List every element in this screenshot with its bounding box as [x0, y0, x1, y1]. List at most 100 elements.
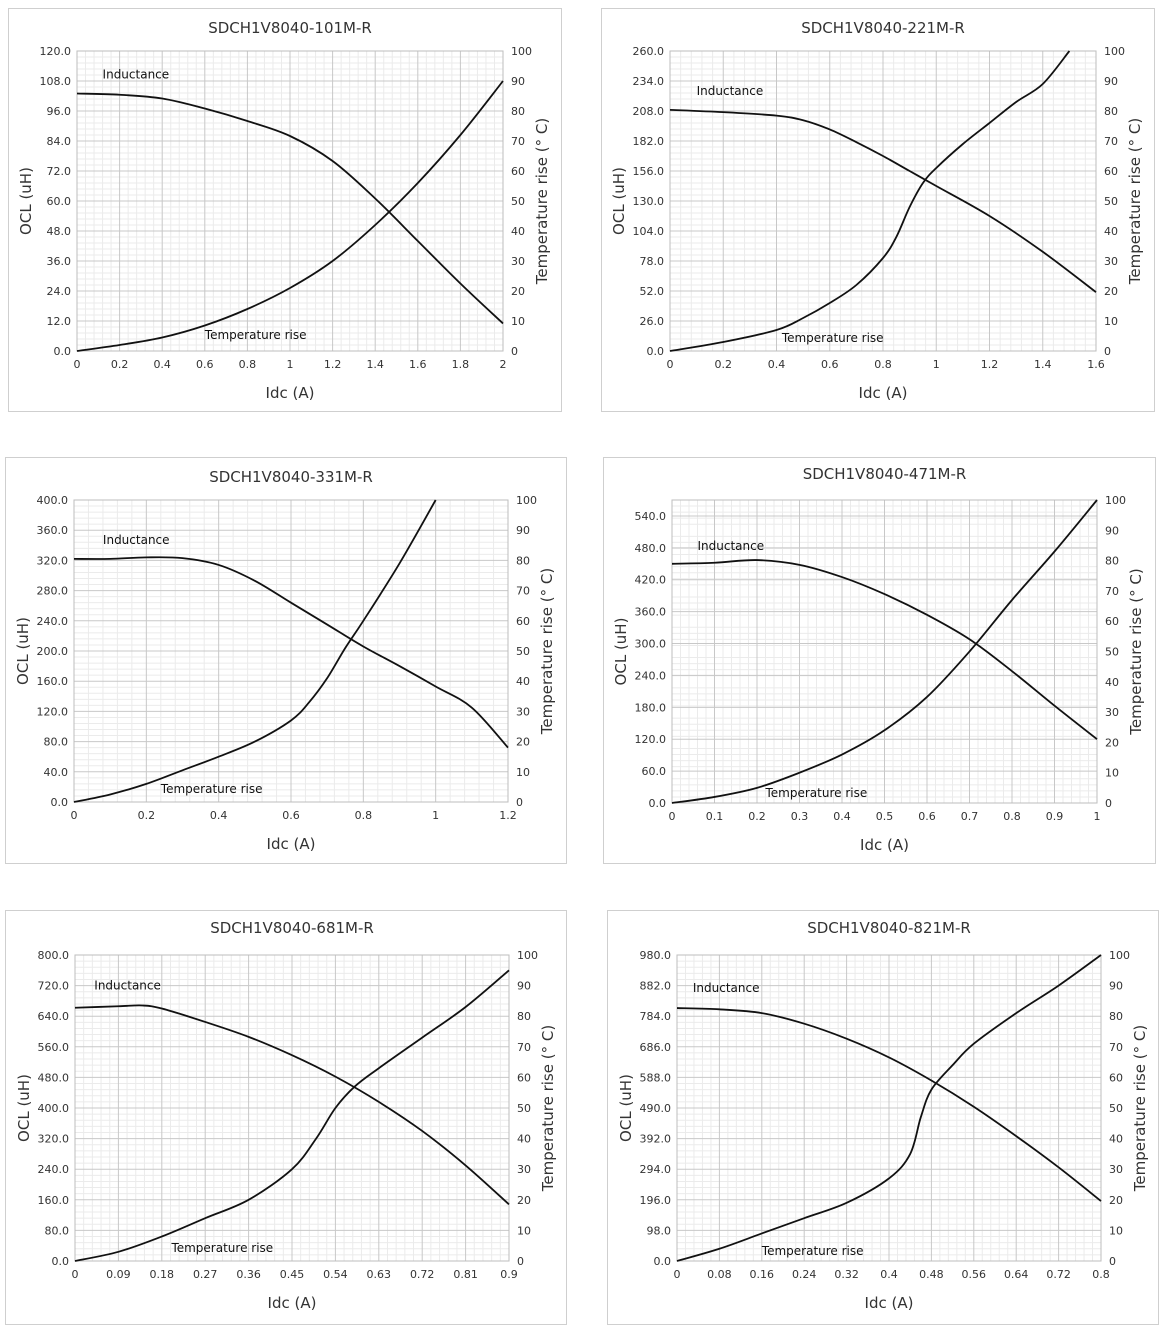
x-axis-label: Idc (A)	[266, 384, 315, 402]
x-tick-label: 1.2	[981, 358, 999, 371]
chart-svg-821M: 0 0.08 0.16 0.24 0.32 0.4 0.48 0.56 0.64 0.72 0.80…	[617, 919, 1149, 1312]
y2-tick-label: 50	[1109, 1102, 1123, 1115]
x-tick-label: 0.24	[792, 1268, 817, 1281]
plot-area	[76, 50, 504, 352]
x-axis-label: Idc (A)	[859, 384, 908, 402]
y2-tick-label: 50	[517, 1102, 531, 1115]
x-tick-label: 0.3	[791, 810, 809, 823]
x-tick-label: 0.1	[706, 810, 724, 823]
x-tick-label: 1	[287, 358, 294, 371]
plot-area	[669, 50, 1097, 352]
temperature-rise-label: Temperature rise	[781, 331, 884, 345]
x-axis-label: Idc (A)	[268, 1294, 317, 1312]
y2-tick-label: 70	[1105, 585, 1119, 598]
y2-tick-label: 50	[511, 195, 525, 208]
x-tick-label: 0.56	[962, 1268, 987, 1281]
temperature-rise-label: Temperature rise	[765, 786, 868, 800]
y-tick-label: 84.0	[47, 135, 72, 148]
chart-panel-471M: 0 0.1 0.2 0.3 0.4 0.5 0.6 0.7 0.8 0.9 1 0.0 60.0 120.…	[603, 457, 1156, 864]
y2-tick-label: 40	[516, 675, 530, 688]
y2-tick-label: 20	[516, 736, 530, 749]
y-tick-label: 12.0	[47, 315, 72, 328]
x-tick-label: 0.8	[1092, 1268, 1110, 1281]
y-tick-label: 360.0	[37, 524, 69, 537]
y-tick-label: 420.0	[635, 574, 667, 587]
y2-tick-label: 80	[1109, 1010, 1123, 1023]
y-tick-label: 240.0	[37, 615, 69, 628]
y2-tick-label: 0	[1109, 1255, 1116, 1268]
x-tick-label: 0.8	[1003, 810, 1021, 823]
inductance-curve	[76, 92, 504, 325]
x-tick-label: 0.8	[239, 358, 257, 371]
y2-tick-label: 70	[1104, 135, 1118, 148]
y2-tick-label: 20	[1109, 1194, 1123, 1207]
y-tick-label: 40.0	[44, 766, 69, 779]
inductance-curve	[671, 559, 1098, 740]
y2-tick-label: 90	[1109, 980, 1123, 993]
y-tick-label: 60.0	[47, 195, 72, 208]
y2-tick-label: 30	[1104, 255, 1118, 268]
plot-area	[671, 499, 1098, 804]
y2-tick-label: 60	[1109, 1071, 1123, 1084]
x-tick-label: 0.18	[150, 1268, 175, 1281]
x-axis-label: Idc (A)	[267, 835, 316, 853]
y-tick-label: 400.0	[37, 494, 69, 507]
y-tick-label: 480.0	[635, 542, 667, 555]
y2-tick-label: 50	[1105, 646, 1119, 659]
x-tick-label: 0.6	[918, 810, 936, 823]
y2-tick-label: 40	[1105, 676, 1119, 689]
y-tick-label: 96.0	[47, 105, 72, 118]
y2-axis-label: Temperature rise (° C)	[1126, 118, 1144, 285]
y2-tick-label: 60	[1105, 615, 1119, 628]
x-tick-label: 0	[74, 358, 81, 371]
y-tick-label: 234.0	[633, 75, 665, 88]
temperature-rise-curve	[676, 954, 1102, 1262]
x-tick-label: 0.27	[193, 1268, 218, 1281]
y2-tick-label: 60	[511, 165, 525, 178]
inductance-curve	[73, 556, 509, 749]
y-tick-label: 160.0	[37, 675, 69, 688]
x-tick-label: 0.36	[236, 1268, 261, 1281]
x-tick-label: 1.6	[409, 358, 427, 371]
y2-axis-label: Temperature rise (° C)	[539, 1025, 557, 1192]
y2-tick-label: 10	[1105, 767, 1119, 780]
y-tick-label: 180.0	[635, 701, 667, 714]
y2-tick-label: 40	[511, 225, 525, 238]
y-tick-label: 320.0	[37, 554, 69, 567]
y-tick-label: 560.0	[38, 1041, 70, 1054]
y2-tick-label: 0	[516, 796, 523, 809]
y2-tick-label: 100	[1109, 949, 1130, 962]
chart-svg-101M: 0 0.2 0.4 0.6 0.8 1 1.2 1.4 1.6 1.8 2 0.0 12.0 24.0 36…	[17, 19, 551, 402]
x-tick-label: 0.81	[453, 1268, 478, 1281]
x-tick-label: 0.45	[280, 1268, 305, 1281]
temperature-rise-label: Temperature rise	[170, 1241, 273, 1255]
y2-tick-label: 90	[516, 524, 530, 537]
y-tick-label: 200.0	[37, 645, 69, 658]
y-tick-label: 0.0	[647, 345, 665, 358]
x-tick-label: 1.2	[499, 809, 517, 822]
y-tick-label: 98.0	[647, 1224, 672, 1237]
y2-tick-label: 40	[1104, 225, 1118, 238]
y2-tick-label: 20	[517, 1194, 531, 1207]
y-tick-label: 108.0	[40, 75, 72, 88]
y-tick-label: 320.0	[38, 1133, 70, 1146]
y-tick-label: 490.0	[640, 1102, 672, 1115]
y2-tick-label: 10	[1109, 1224, 1123, 1237]
x-tick-label: 1	[1094, 810, 1101, 823]
y-tick-label: 240.0	[38, 1163, 70, 1176]
x-tick-label: 1.2	[324, 358, 342, 371]
y-tick-label: 48.0	[47, 225, 72, 238]
y-tick-label: 800.0	[38, 949, 70, 962]
y-tick-label: 72.0	[47, 165, 72, 178]
inductance-curve	[676, 1007, 1102, 1202]
x-tick-label: 0	[72, 1268, 79, 1281]
chart-svg-471M: 0 0.1 0.2 0.3 0.4 0.5 0.6 0.7 0.8 0.9 1 0.0 60.0 120.…	[612, 465, 1145, 854]
x-tick-label: 0.32	[834, 1268, 859, 1281]
y2-tick-label: 30	[516, 705, 530, 718]
y2-tick-label: 70	[516, 585, 530, 598]
y-tick-label: 784.0	[640, 1010, 672, 1023]
chart-svg-221M: 0 0.2 0.4 0.6 0.8 1 1.2 1.4 1.6 0.0 26.0 52.0 78.0 10…	[610, 19, 1144, 402]
inductance-label: Inductance	[693, 981, 760, 995]
x-tick-label: 0.16	[750, 1268, 775, 1281]
y2-tick-label: 100	[517, 949, 538, 962]
